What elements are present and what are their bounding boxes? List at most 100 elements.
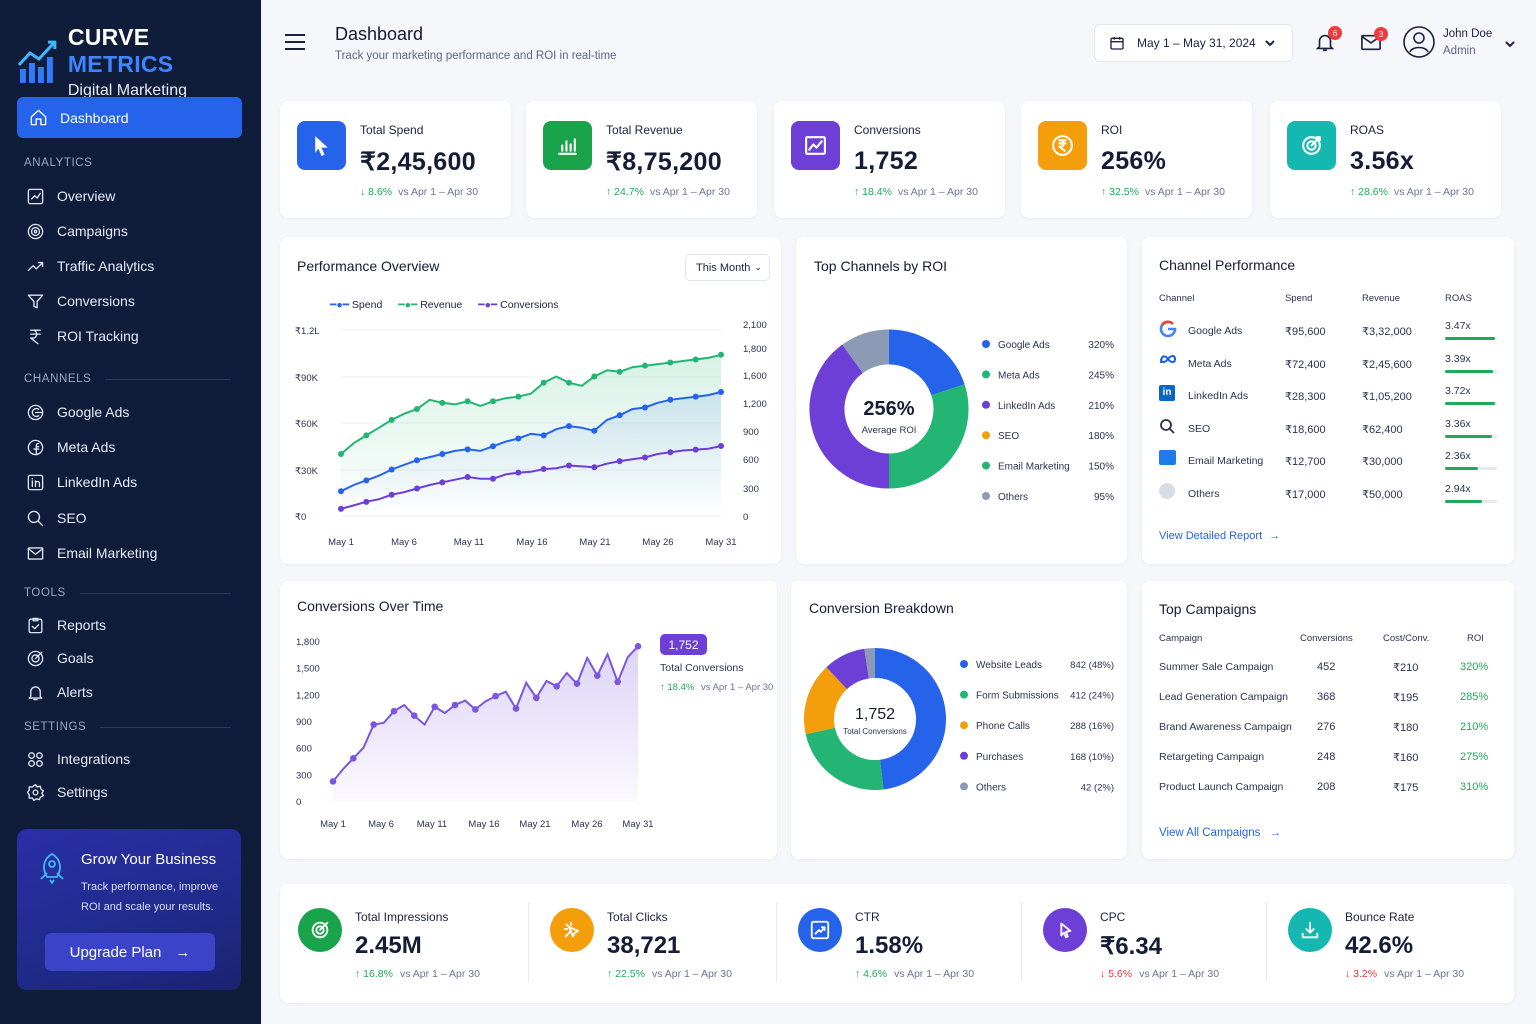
legend-value: 288 (16%) bbox=[1070, 721, 1114, 732]
series-line-spend bbox=[340, 391, 722, 493]
data-point-conversions bbox=[464, 474, 471, 481]
view-detailed-report-link[interactable]: View Detailed Report → bbox=[1159, 530, 1280, 542]
sidebar-item-goals[interactable]: Goals bbox=[24, 647, 94, 669]
y-tick-left: ₹90K bbox=[295, 373, 319, 384]
column-header: ROAS bbox=[1445, 293, 1472, 304]
notifications-button[interactable]: 6 bbox=[1314, 26, 1342, 55]
divider bbox=[100, 726, 231, 728]
section-tools: TOOLS bbox=[24, 587, 231, 599]
sidebar-item-label: Overview bbox=[57, 188, 116, 204]
kpi-card-roi[interactable]: ROI 256% ↑ 32.5% vs Apr 1 – Apr 30 bbox=[1021, 101, 1252, 218]
cursor-click-icon bbox=[1060, 922, 1072, 939]
x-tick: May 16 bbox=[468, 819, 499, 830]
roas-bar-fill bbox=[1445, 402, 1496, 405]
sidebar-item-meta-ads[interactable]: Meta Ads bbox=[24, 436, 115, 458]
conversions-over-time-card: Conversions Over Time 1,800 1,500 1,200 900… bbox=[280, 581, 777, 859]
view-all-campaigns-link[interactable]: View All Campaigns → bbox=[1159, 827, 1281, 839]
sidebar-item-conversions[interactable]: Conversions bbox=[24, 290, 135, 312]
metric-value: 2.45M bbox=[355, 932, 422, 959]
brand-logo[interactable]: CURVE METRICS Digital Marketing bbox=[18, 24, 261, 100]
roas-bar-fill bbox=[1445, 369, 1493, 373]
sidebar-item-linkedin-ads[interactable]: LinkedIn Ads bbox=[24, 471, 137, 493]
metric-bounce-rate[interactable]: Bounce Rate 42.6% ↓ 3.2% vs Apr 1 – Apr 3… bbox=[1266, 884, 1515, 1003]
table-row[interactable]: Brand Awareness Campaign 276 ₹180 210% bbox=[1142, 721, 1514, 741]
kpi-card-total-revenue[interactable]: Total Revenue ₹8,75,200 ↑ 24.7% vs Apr 1 … bbox=[526, 101, 757, 218]
arrow-up-icon: ↑ bbox=[855, 968, 861, 980]
column-header: Cost/Conv. bbox=[1383, 633, 1430, 644]
donut-center-value: 1,752 bbox=[855, 706, 895, 723]
chevron-down-icon: ⌄ bbox=[754, 262, 762, 272]
sidebar-item-label: Meta Ads bbox=[57, 439, 116, 455]
metric-label: CTR bbox=[855, 910, 880, 924]
messages-button[interactable]: 3 bbox=[1360, 27, 1388, 54]
sidebar-item-traffic[interactable]: Traffic Analytics bbox=[24, 255, 154, 277]
divider bbox=[776, 902, 777, 982]
sidebar-item-roi-tracking[interactable]: ROI Tracking bbox=[24, 325, 139, 347]
table-row[interactable]: Google Ads ₹95,600 ₹3,32,000 3.47x bbox=[1142, 320, 1514, 346]
target-icon bbox=[1302, 136, 1321, 155]
campaign-conversions: 248 bbox=[1317, 751, 1336, 763]
kpi-change-value: 28.6% bbox=[1358, 186, 1388, 198]
arrow-up-icon: ↑ bbox=[1101, 186, 1107, 198]
data-point bbox=[634, 643, 642, 650]
metric-total-impressions[interactable]: Total Impressions 2.45M ↑ 16.8% vs Apr 1 … bbox=[280, 884, 525, 1003]
table-row[interactable]: Email Marketing ₹12,700 ₹30,000 2.36x bbox=[1142, 450, 1514, 476]
chevron-down-icon bbox=[1265, 40, 1275, 47]
x-tick: May 26 bbox=[571, 819, 602, 830]
metric-total-clicks[interactable]: Total Clicks 38,721 ↑ 22.5% vs Apr 1 – Ap… bbox=[528, 884, 777, 1003]
data-point bbox=[451, 701, 459, 709]
linkedin-icon bbox=[24, 471, 46, 493]
area-fill bbox=[333, 646, 638, 801]
table-row[interactable]: Retargeting Campaign 248 ₹160 275% bbox=[1142, 751, 1514, 771]
sidebar-item-dashboard[interactable]: Dashboard bbox=[17, 97, 242, 138]
channel-name: Email Marketing bbox=[1188, 455, 1264, 467]
campaign-name: Summer Sale Campaign bbox=[1159, 661, 1274, 673]
legend-value: 150% bbox=[1088, 462, 1114, 473]
kpi-label: Total Spend bbox=[360, 123, 424, 137]
bell-icon bbox=[1315, 34, 1335, 52]
kpi-card-roas[interactable]: ROAS 3.56x ↑ 28.6% vs Apr 1 – Apr 30 bbox=[1270, 101, 1501, 218]
sidebar-item-seo[interactable]: SEO bbox=[24, 507, 87, 529]
data-point-spend bbox=[490, 443, 496, 450]
arrow-up-icon: ↑ bbox=[607, 968, 613, 980]
table-row[interactable]: SEO ₹18,600 ₹62,400 3.36x bbox=[1142, 418, 1514, 444]
sidebar-item-overview[interactable]: Overview bbox=[24, 185, 115, 207]
sidebar-item-settings[interactable]: Settings bbox=[24, 781, 108, 803]
sidebar-item-reports[interactable]: Reports bbox=[24, 614, 106, 636]
period-filter-dropdown[interactable]: This Month ⌄ bbox=[685, 254, 770, 281]
kpi-card-conversions[interactable]: Conversions 1,752 ↑ 18.4% vs Apr 1 – Apr … bbox=[774, 101, 1005, 218]
column-header: Channel bbox=[1159, 293, 1195, 304]
table-row[interactable]: in LinkedIn Ads ₹28,300 ₹1,05,200 3.72x bbox=[1142, 385, 1514, 411]
metric-cpc[interactable]: CPC ₹6.34 ↓ 5.6% vs Apr 1 – Apr 30 bbox=[1021, 884, 1270, 1003]
metric-ctr[interactable]: CTR 1.58% ↑ 4.6% vs Apr 1 – Apr 30 bbox=[776, 884, 1025, 1003]
series-line-conversions bbox=[340, 445, 722, 510]
sidebar-item-alerts[interactable]: Alerts bbox=[24, 681, 93, 703]
sidebar-item-email-marketing[interactable]: Email Marketing bbox=[24, 542, 157, 564]
table-row[interactable]: Summer Sale Campaign 452 ₹210 320% bbox=[1142, 661, 1514, 681]
date-range-picker[interactable]: May 1 – May 31, 2024 bbox=[1094, 24, 1293, 62]
campaign-cost: ₹160 bbox=[1393, 752, 1419, 764]
data-point-conversions bbox=[692, 446, 699, 453]
column-header: Campaign bbox=[1159, 633, 1203, 644]
sidebar-item-integrations[interactable]: Integrations bbox=[24, 748, 130, 770]
data-point-revenue bbox=[464, 398, 471, 405]
top-campaigns-card: Top Campaigns Campaign Conversions Cost/Co… bbox=[1142, 581, 1514, 859]
upgrade-plan-button[interactable]: Upgrade Plan → bbox=[45, 933, 215, 971]
sidebar-item-google-ads[interactable]: Google Ads bbox=[24, 401, 129, 423]
table-row[interactable]: Others ₹17,000 ₹50,000 2.94x bbox=[1142, 482, 1514, 509]
data-point-revenue bbox=[667, 359, 674, 366]
home-icon bbox=[27, 107, 49, 129]
table-row[interactable]: Product Launch Campaign 208 ₹175 310% bbox=[1142, 781, 1514, 801]
data-point-spend bbox=[439, 451, 446, 457]
target-check-icon bbox=[311, 921, 329, 939]
channel-name: Meta Ads bbox=[1188, 357, 1232, 370]
channel-roas: 3.36x bbox=[1445, 417, 1471, 430]
channel-spend: ₹18,600 bbox=[1285, 423, 1326, 436]
legend-dot bbox=[982, 431, 990, 440]
menu-toggle-button[interactable] bbox=[284, 33, 306, 51]
user-menu[interactable] bbox=[1403, 26, 1523, 60]
sidebar-item-campaigns[interactable]: Campaigns bbox=[24, 220, 128, 242]
table-row[interactable]: Meta Ads ₹72,400 ₹2,45,600 3.39x bbox=[1142, 353, 1514, 379]
table-row[interactable]: Lead Generation Campaign 368 ₹195 285% bbox=[1142, 691, 1514, 711]
kpi-card-total-spend[interactable]: Total Spend ₹2,45,600 ↓ 8.6% vs Apr 1 – A… bbox=[280, 101, 511, 218]
